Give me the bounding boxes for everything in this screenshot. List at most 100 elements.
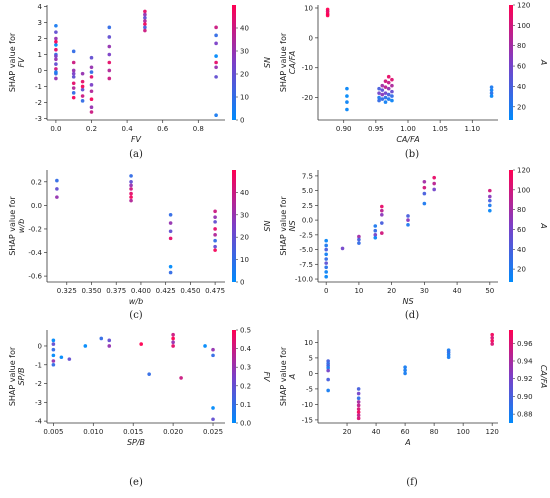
y-tick-label: 5.0 [302, 187, 313, 195]
data-point [446, 355, 451, 360]
y-tick-label: 0 [38, 342, 42, 350]
data-point [107, 76, 112, 81]
x-tick-label: 1.05 [432, 125, 448, 133]
data-point [326, 368, 330, 373]
data-point [373, 235, 378, 240]
data-point [422, 185, 427, 190]
data-point [211, 417, 215, 422]
x-axis-label: w/b [129, 297, 143, 306]
data-point [377, 98, 381, 103]
colorbar-tick-label: 0.90 [517, 393, 533, 401]
panel-d: 0 10 20 30 40 50 -10.0 -7.5 -5.0 -2.5 0.0 2.5 5.0 7.5… [279, 167, 548, 322]
data-point [67, 357, 72, 361]
x-tick-label: 0.400 [131, 287, 151, 295]
x-tick-label: 60 [401, 428, 410, 436]
data-point [168, 264, 173, 269]
data-point [326, 366, 330, 370]
data-point [51, 347, 56, 352]
data-point [80, 87, 85, 92]
data-point [54, 67, 58, 71]
colorbar [232, 170, 236, 282]
data-point [168, 221, 173, 225]
data-point [214, 41, 218, 46]
y-axis-label: SHAP value forFV [8, 32, 26, 92]
colorbar-tick-label: 0.88 [517, 411, 533, 419]
data-point [89, 110, 94, 114]
colorbar-tick-label: 0.4 [240, 345, 252, 353]
y-tick-label: -1 [35, 361, 42, 369]
data-point [489, 91, 494, 95]
y-tick-label: -5.0 [299, 246, 313, 254]
data-point [380, 213, 384, 217]
data-point [54, 43, 58, 47]
data-point [383, 85, 388, 89]
colorbar-tick-label: 0 [240, 117, 244, 125]
panel-label: (a) [129, 149, 143, 160]
data-point [213, 227, 217, 231]
x-tick-label: 50 [485, 287, 494, 295]
data-point [356, 396, 361, 401]
colorbar-tick-label: 40 [517, 83, 526, 91]
data-point [373, 224, 378, 228]
data-point [325, 13, 330, 18]
data-point [213, 238, 217, 243]
data-point [99, 336, 104, 341]
data-point [380, 231, 384, 235]
y-tick-label: -15 [302, 416, 313, 424]
colorbar-label: CA/FA [539, 365, 548, 388]
data-point [386, 74, 391, 79]
data-point [345, 86, 349, 91]
data-point [168, 229, 173, 234]
data-point [380, 83, 385, 88]
x-tick-label: 0.2 [86, 125, 97, 133]
panel-label: (b) [405, 149, 419, 160]
y-tick-label: -10 [302, 401, 313, 409]
panel-label: (f) [406, 477, 418, 488]
y-tick-label: 7.5 [302, 172, 313, 180]
data-point [356, 416, 361, 421]
data-point [89, 105, 94, 110]
data-point [489, 85, 494, 89]
data-point [377, 91, 381, 95]
colorbar-tick-label: 0.92 [517, 375, 533, 383]
x-tick-label: 20 [387, 287, 396, 295]
y-tick-label: 0.2 [31, 178, 42, 186]
colorbar-tick-label: 20 [240, 71, 249, 79]
y-tick-label: -2 [35, 99, 42, 107]
data-point [403, 365, 407, 370]
y-tick-label: 0.0 [31, 202, 42, 210]
data-point [340, 246, 345, 251]
data-point [490, 342, 494, 346]
data-point [89, 83, 94, 87]
data-point [213, 244, 217, 249]
data-point [377, 95, 381, 100]
data-point [490, 332, 494, 337]
x-tick-label: 0.425 [156, 287, 176, 295]
data-point [357, 241, 361, 245]
data-point [386, 80, 391, 85]
data-point [51, 353, 56, 358]
data-point [213, 233, 217, 237]
colorbar [509, 330, 513, 423]
colorbar-tick-label: 0.96 [517, 340, 533, 348]
x-tick-label: 0.010 [83, 428, 103, 436]
colorbar-label: A [539, 222, 548, 228]
y-tick-label: -5 [306, 385, 313, 393]
data-point [171, 340, 175, 345]
x-axis-label: SP/B [127, 438, 145, 447]
x-tick-label: 0.8 [193, 125, 204, 133]
data-point [54, 36, 58, 41]
data-point [380, 97, 385, 101]
y-tick-label: 10 [304, 4, 313, 12]
y-axis-label: SHAP value forA [279, 346, 297, 406]
data-point [71, 95, 76, 100]
data-point [107, 35, 112, 39]
panel-label: (e) [129, 477, 143, 488]
colorbar-tick-label: 0.2 [240, 382, 251, 390]
data-point [147, 372, 151, 376]
data-point [71, 71, 76, 76]
data-point [324, 261, 328, 265]
data-point [432, 187, 436, 192]
data-point [51, 338, 56, 343]
data-point [80, 79, 85, 84]
